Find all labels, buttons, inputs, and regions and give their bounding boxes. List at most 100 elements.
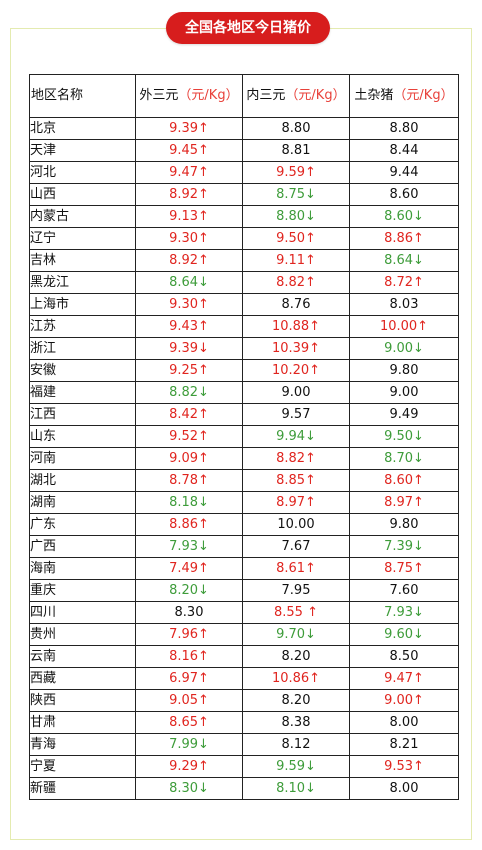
table-row: 河北 9.47↑ 9.59↑ 9.44 bbox=[29, 161, 459, 184]
price-cell: 8.16↑ bbox=[135, 645, 243, 668]
region-name: 北京 bbox=[29, 117, 136, 140]
price-cell: 8.10↓ bbox=[242, 777, 350, 800]
price-cell: 7.93↓ bbox=[135, 535, 243, 558]
price-cell: 9.05↑ bbox=[135, 689, 243, 712]
price-cell: 8.60 bbox=[349, 183, 459, 206]
price-cell: 9.50↑ bbox=[242, 227, 350, 250]
region-name: 吉林 bbox=[29, 249, 136, 272]
header-col-name: 土杂猪 bbox=[354, 88, 394, 103]
price-cell: 8.75↓ bbox=[242, 183, 350, 206]
region-name: 天津 bbox=[29, 139, 136, 162]
price-cell: 7.39↓ bbox=[349, 535, 459, 558]
price-cell: 9.80 bbox=[349, 359, 459, 382]
price-cell: 9.52↑ bbox=[135, 425, 243, 448]
header-col-name: 外三元 bbox=[139, 88, 179, 103]
header-col-unit: （元/Kg） bbox=[285, 88, 346, 103]
table-row: 云南 8.16↑ 8.20 8.50 bbox=[29, 645, 459, 668]
price-cell: 9.09↑ bbox=[135, 447, 243, 470]
price-cell: 8.55 ↑ bbox=[242, 601, 350, 624]
price-cell: 7.60 bbox=[349, 579, 459, 602]
page-title: 全国各地区今日猪价 bbox=[185, 20, 311, 36]
price-cell: 8.64↓ bbox=[349, 249, 459, 272]
price-cell: 6.97↑ bbox=[135, 667, 243, 690]
price-cell: 8.78↑ bbox=[135, 469, 243, 492]
table-row: 江西 8.42↑ 9.57 9.49 bbox=[29, 403, 459, 426]
price-cell: 8.64↓ bbox=[135, 271, 243, 294]
price-cell: 8.85↑ bbox=[242, 469, 350, 492]
table-row: 江苏 9.43↑ 10.88↑ 10.00↑ bbox=[29, 315, 459, 338]
region-name: 陕西 bbox=[29, 689, 136, 712]
table-row: 湖南 8.18↓ 8.97↑ 8.97↑ bbox=[29, 491, 459, 514]
price-cell: 8.60↑ bbox=[349, 469, 459, 492]
table-row: 山西 8.92↑ 8.75↓ 8.60 bbox=[29, 183, 459, 206]
price-cell: 10.86↑ bbox=[242, 667, 350, 690]
price-cell: 9.00↓ bbox=[349, 337, 459, 360]
price-cell: 8.03 bbox=[349, 293, 459, 316]
price-cell: 8.20 bbox=[242, 689, 350, 712]
table-row: 西藏 6.97↑ 10.86↑ 9.47↑ bbox=[29, 667, 459, 690]
price-cell: 9.59↑ bbox=[242, 161, 350, 184]
price-cell: 9.45↑ bbox=[135, 139, 243, 162]
region-name: 湖北 bbox=[29, 469, 136, 492]
header-col-unit: （元/Kg） bbox=[393, 88, 454, 103]
price-cell: 7.95 bbox=[242, 579, 350, 602]
price-cell: 8.82↑ bbox=[242, 447, 350, 470]
price-cell: 9.50↓ bbox=[349, 425, 459, 448]
price-cell: 9.25↑ bbox=[135, 359, 243, 382]
header-col-waisanyuan: 外三元（元/Kg） bbox=[135, 74, 243, 118]
price-cell: 8.44 bbox=[349, 139, 459, 162]
price-cell: 8.61↑ bbox=[242, 557, 350, 580]
price-cell: 8.21 bbox=[349, 733, 459, 756]
price-cell: 8.81 bbox=[242, 139, 350, 162]
table-row: 陕西 9.05↑ 8.20 9.00↑ bbox=[29, 689, 459, 712]
price-cell: 7.96↑ bbox=[135, 623, 243, 646]
price-cell: 8.50 bbox=[349, 645, 459, 668]
table-row: 黑龙江 8.64↓ 8.82↑ 8.72↑ bbox=[29, 271, 459, 294]
price-cell: 7.49↑ bbox=[135, 557, 243, 580]
price-cell: 10.39↑ bbox=[242, 337, 350, 360]
price-cell: 9.39↓ bbox=[135, 337, 243, 360]
price-cell: 9.13↑ bbox=[135, 205, 243, 228]
region-name: 青海 bbox=[29, 733, 136, 756]
table-row: 甘肃 8.65↑ 8.38 8.00 bbox=[29, 711, 459, 734]
price-cell: 8.42↑ bbox=[135, 403, 243, 426]
price-cell: 8.86↑ bbox=[135, 513, 243, 536]
price-cell: 9.94↓ bbox=[242, 425, 350, 448]
price-cell: 8.30↓ bbox=[135, 777, 243, 800]
price-cell: 8.80↓ bbox=[242, 205, 350, 228]
price-cell: 8.18↓ bbox=[135, 491, 243, 514]
table-row: 天津 9.45↑ 8.81 8.44 bbox=[29, 139, 459, 162]
price-cell: 10.88↑ bbox=[242, 315, 350, 338]
price-cell: 9.29↑ bbox=[135, 755, 243, 778]
price-cell: 9.59↓ bbox=[242, 755, 350, 778]
price-cell: 7.67 bbox=[242, 535, 350, 558]
region-name: 山东 bbox=[29, 425, 136, 448]
table-row: 宁夏 9.29↑ 9.59↓ 9.53↑ bbox=[29, 755, 459, 778]
region-name: 河南 bbox=[29, 447, 136, 470]
table-header-row: 地区名称 外三元（元/Kg） 内三元（元/Kg） 土杂猪（元/Kg） bbox=[29, 74, 459, 118]
table-row: 内蒙古 9.13↑ 8.80↓ 8.60↓ bbox=[29, 205, 459, 228]
price-cell: 9.44 bbox=[349, 161, 459, 184]
price-cell: 8.20 bbox=[242, 645, 350, 668]
region-name: 江苏 bbox=[29, 315, 136, 338]
price-cell: 8.38 bbox=[242, 711, 350, 734]
table-row: 广东 8.86↑ 10.00 9.80 bbox=[29, 513, 459, 536]
region-name: 河北 bbox=[29, 161, 136, 184]
price-cell: 8.82↑ bbox=[242, 271, 350, 294]
region-name: 四川 bbox=[29, 601, 136, 624]
price-cell: 9.47↑ bbox=[349, 667, 459, 690]
price-cell: 8.72↑ bbox=[349, 271, 459, 294]
region-name: 内蒙古 bbox=[29, 205, 136, 228]
region-name: 宁夏 bbox=[29, 755, 136, 778]
region-name: 福建 bbox=[29, 381, 136, 404]
table-row: 新疆 8.30↓ 8.10↓ 8.00 bbox=[29, 777, 459, 800]
region-name: 上海市 bbox=[29, 293, 136, 316]
price-cell: 8.92↑ bbox=[135, 249, 243, 272]
price-cell: 8.00 bbox=[349, 711, 459, 734]
table-row: 安徽 9.25↑ 10.20↑ 9.80 bbox=[29, 359, 459, 382]
pig-price-table: 地区名称 外三元（元/Kg） 内三元（元/Kg） 土杂猪（元/Kg） 北京 9.3… bbox=[29, 74, 459, 800]
price-cell: 9.39↑ bbox=[135, 117, 243, 140]
price-cell: 8.65↑ bbox=[135, 711, 243, 734]
price-cell: 9.30↑ bbox=[135, 293, 243, 316]
table-row: 海南 7.49↑ 8.61↑ 8.75↑ bbox=[29, 557, 459, 580]
